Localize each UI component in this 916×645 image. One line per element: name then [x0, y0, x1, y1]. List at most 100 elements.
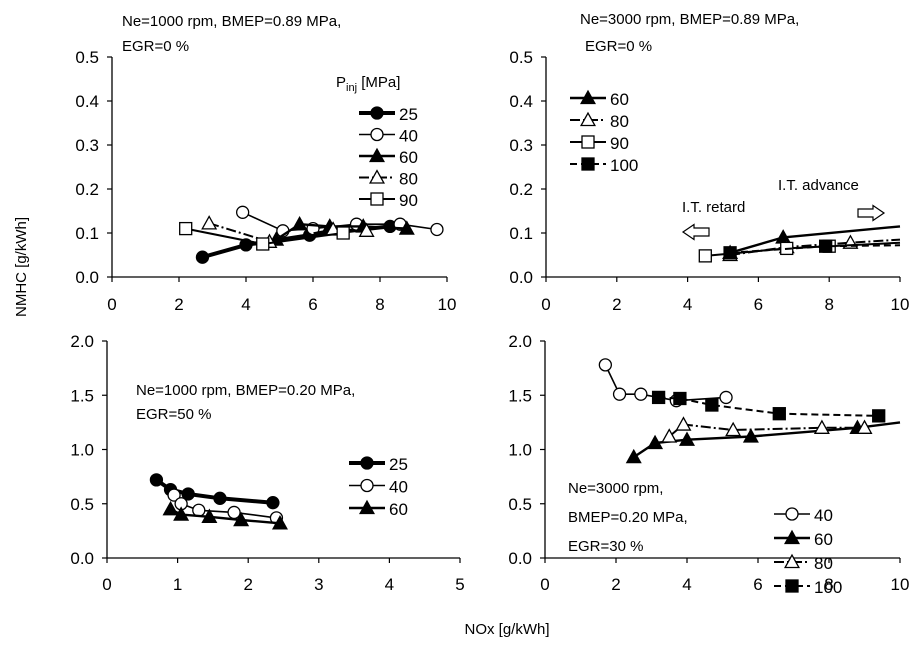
data-point-40: [430, 222, 444, 237]
y-tick-label: 0.4: [75, 92, 99, 111]
x-tick-label: 6: [308, 295, 317, 314]
annotation: EGR=0 %: [585, 38, 652, 55]
legend-title-sub: inj: [346, 82, 357, 94]
legend-marker-90: [370, 192, 384, 206]
data-point-40: [634, 387, 648, 401]
chart-panel-2: 0.0 0.1 0.2 0.3 0.4 0.5 0 2 4 6 8 10 Ne=3000 rpm, BM…: [509, 11, 909, 314]
legend-marker-60: [368, 147, 386, 163]
data-point-90: [179, 221, 193, 236]
y-tick-label: 0.0: [509, 268, 533, 287]
legend: Pinj [MPa] 25 40 60 80 90: [336, 74, 418, 210]
data-point-100: [723, 246, 737, 260]
data-point-80: [201, 215, 218, 230]
legend-label: 40: [814, 506, 833, 525]
chart-panel-1: 0.0 0.1 0.2 0.3 0.4 0.5 0 2 4 6 8 10 Ne=1000 rpm, BM…: [75, 13, 456, 314]
legend-label: 25: [389, 455, 408, 474]
series-90: [179, 221, 350, 251]
series-100: [651, 390, 886, 423]
legend-label: 100: [814, 578, 842, 597]
x-tick-label: 10: [891, 295, 910, 314]
y-tick-label: 0.3: [509, 136, 533, 155]
y-tick-label: 1.5: [70, 386, 94, 405]
legend-marker-60: [579, 89, 597, 105]
series-80: [661, 416, 873, 443]
y-tick-label: 0.3: [75, 136, 99, 155]
legend-title: Pinj [MPa]: [336, 74, 400, 94]
data-point-25: [266, 496, 280, 510]
data-point-80: [358, 222, 375, 237]
annotation: I.T. retard: [682, 199, 745, 216]
y-tick-label: 1.5: [508, 386, 532, 405]
legend-marker-90: [581, 135, 595, 149]
y-tick-label: 0.5: [70, 495, 94, 514]
annotation: EGR=30 %: [568, 538, 643, 555]
data-point-60: [742, 428, 759, 443]
annotation: Ne=3000 rpm,: [568, 480, 663, 497]
x-tick-label: 0: [540, 575, 549, 594]
y-tick-label: 0.0: [70, 549, 94, 568]
data-point-90: [698, 249, 712, 263]
data-point-60: [201, 508, 218, 523]
x-tick-label: 3: [314, 575, 323, 594]
data-point-60: [647, 434, 664, 450]
y-tick-label: 1.0: [508, 441, 532, 460]
data-point-90: [336, 226, 350, 240]
y-tick-label: 0.5: [508, 495, 532, 514]
series-40: [167, 488, 284, 525]
y-tick-label: 2.0: [70, 332, 94, 351]
x-tick-label: 2: [174, 295, 183, 314]
data-point-40: [235, 205, 250, 219]
legend-label: 25: [399, 105, 418, 124]
legend-marker-40: [785, 507, 799, 521]
data-point-90: [256, 237, 270, 251]
y-tick-label: 0.5: [509, 48, 533, 67]
y-tick-label: 0.5: [75, 48, 99, 67]
legend-marker-40: [360, 478, 374, 493]
legend-label: 60: [389, 500, 408, 519]
data-point-25: [181, 487, 195, 501]
legend: 60 80 90 100: [570, 89, 638, 175]
annotation: Ne=1000 rpm, BMEP=0.20 MPa,: [136, 382, 355, 399]
data-point-60: [625, 448, 642, 464]
data-point-40: [719, 390, 733, 405]
legend-label: 60: [610, 90, 629, 109]
data-point-80: [675, 416, 692, 431]
x-tick-label: 8: [824, 295, 833, 314]
legend-label: 80: [399, 170, 418, 189]
data-point-25: [149, 473, 164, 487]
legend-label: 40: [399, 127, 418, 146]
annotation: Ne=1000 rpm, BMEP=0.89 MPa,: [122, 13, 341, 30]
x-tick-label: 2: [612, 295, 621, 314]
legend-title-unit: [MPa]: [357, 74, 400, 91]
data-point-80: [856, 419, 873, 434]
data-point-100: [772, 407, 786, 421]
data-point-60: [271, 515, 288, 530]
x-tick-label: 10: [891, 575, 910, 594]
y-tick-label: 0.4: [509, 92, 533, 111]
x-tick-label: 4: [682, 575, 691, 594]
x-tick-label: 4: [385, 575, 394, 594]
data-point-100: [705, 398, 719, 412]
legend-label: 60: [814, 530, 833, 549]
y-tick-label: 0.1: [75, 224, 99, 243]
data-point-100: [673, 391, 687, 406]
x-tick-label: 0: [541, 295, 550, 314]
legend-marker-25: [360, 456, 374, 470]
chart-panel-3: 0.0 0.5 1.0 1.5 2.0 0 1 2 3 4 5 Ne=1000 rpm, BMEP=0…: [70, 332, 464, 594]
x-tick-label: 1: [173, 575, 182, 594]
legend-label: 40: [389, 478, 408, 497]
series-line-80: [208, 222, 367, 243]
series-60: [722, 225, 901, 259]
legend-marker-40: [370, 127, 384, 142]
series-100: [723, 239, 901, 260]
legend-label: 60: [399, 148, 418, 167]
y-tick-label: 0.2: [75, 180, 99, 199]
y-tick-label: 0.0: [508, 549, 532, 568]
series-line-100: [658, 396, 879, 417]
x-tick-label: 8: [824, 575, 833, 594]
series-line-80: [729, 238, 901, 256]
data-point-100: [651, 390, 666, 405]
data-point-25: [195, 250, 210, 264]
data-point-40: [227, 505, 241, 520]
